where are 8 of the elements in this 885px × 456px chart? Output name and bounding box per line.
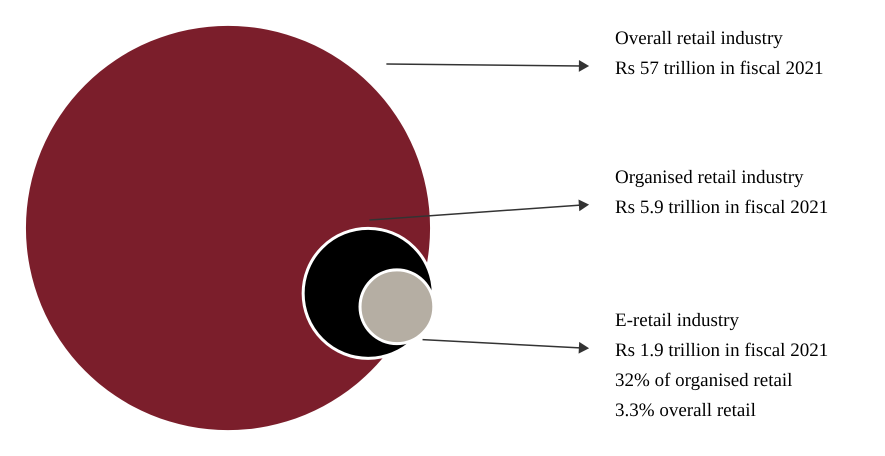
data-label: Rs 5.9 trillion in fiscal 2021 (615, 197, 828, 218)
text: 3.3% overall retail (615, 400, 756, 421)
data-label: Rs 1.9 trillion in fiscal 2021 (615, 340, 828, 361)
category-label: Overall retail industry (615, 28, 784, 49)
category-label: E-retail industry (615, 310, 740, 331)
text: 32% of organised retail (615, 370, 792, 391)
category-label: Organised retail industry (615, 167, 804, 188)
data-label: Rs 57 trillion in fiscal 2021 (615, 58, 824, 79)
